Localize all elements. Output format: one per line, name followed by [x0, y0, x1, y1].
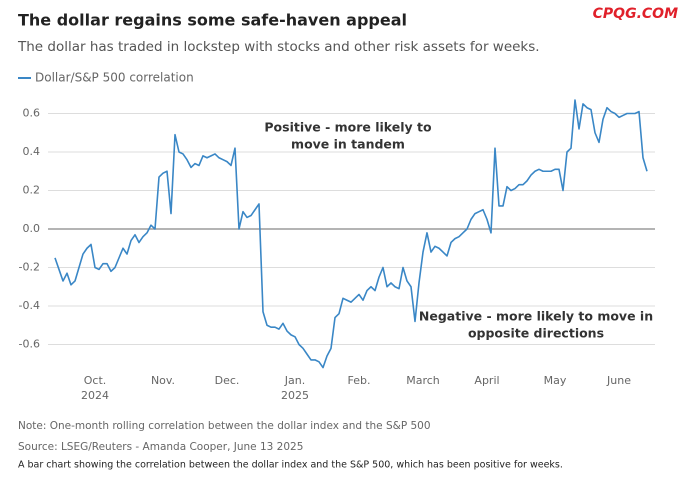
y-tick-label: -0.6: [19, 338, 40, 351]
x-tick-label: April: [474, 374, 499, 387]
chart-title: The dollar regains some safe-haven appea…: [18, 11, 407, 30]
y-tick-label: 0.0: [23, 222, 41, 235]
description: A bar chart showing the correlation betw…: [18, 460, 563, 471]
chart-subtitle: The dollar has traded in lockstep with s…: [17, 39, 540, 55]
series-line: [54, 99, 648, 369]
x-tick-label: June: [606, 374, 631, 387]
y-tick-label: -0.4: [19, 299, 40, 312]
y-tick-label: -0.2: [19, 261, 40, 274]
x-tick-label: Dec.: [215, 374, 240, 387]
x-tick-label: Nov.: [151, 374, 175, 387]
legend-label: Dollar/S&P 500 correlation: [35, 71, 194, 85]
annotation: Negative - more likely to move in: [419, 309, 653, 324]
annotation: move in tandem: [291, 137, 405, 152]
x-tick-label: March: [406, 374, 440, 387]
x-tick-label: Oct. 2024: [81, 374, 109, 402]
source: Source: LSEG/Reuters - Amanda Cooper, Ju…: [18, 441, 303, 453]
y-tick-label: 0.4: [23, 145, 41, 158]
annotation: Positive - more likely to: [264, 120, 432, 135]
annotation: opposite directions: [468, 326, 604, 341]
y-tick-label: 0.2: [23, 184, 41, 197]
y-tick-label: 0.6: [23, 107, 41, 120]
x-tick-label: Jan. 2025: [281, 374, 309, 402]
watermark: CPQG.COM: [593, 6, 678, 22]
note: Note: One-month rolling correlation betw…: [18, 420, 431, 432]
x-tick-label: May: [544, 374, 567, 387]
x-tick-label: Feb.: [348, 374, 371, 387]
